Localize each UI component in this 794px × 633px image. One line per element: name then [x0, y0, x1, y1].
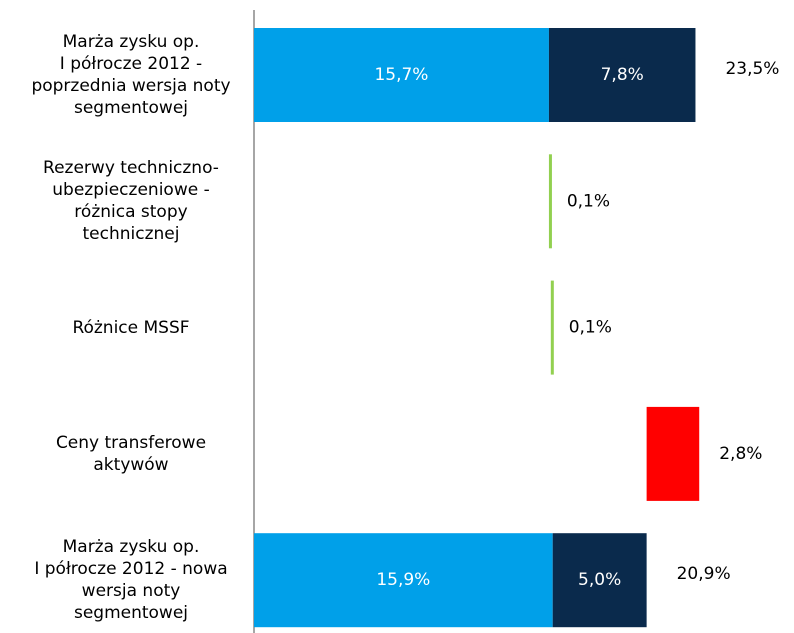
bar-segment — [254, 28, 549, 122]
category-label: Ceny transferowe aktywów — [55, 432, 207, 475]
bar-segment — [548, 154, 552, 249]
bar-segment — [550, 280, 554, 375]
value-label: 0,1% — [567, 191, 610, 211]
total-label: 20,9% — [677, 564, 731, 584]
category-label: Różnice MSSF — [72, 317, 190, 338]
bar-segment — [254, 533, 553, 628]
value-label: 5,0% — [578, 570, 621, 590]
total-label: 23,5% — [725, 59, 779, 79]
category-label: Marża zysku op. I półrocze 2012 - poprze… — [31, 32, 231, 118]
category-label: Rezerwy techniczno- ubezpieczeniowe - ró… — [43, 158, 219, 245]
bar-segment — [548, 28, 696, 122]
category-label: Marża zysku op. I półrocze 2012 - nowa w… — [34, 537, 228, 624]
bar-segment — [646, 406, 700, 501]
value-label: 2,8% — [719, 444, 762, 464]
value-label: 7,8% — [601, 65, 644, 85]
value-label: 15,9% — [376, 570, 430, 590]
value-label: 15,7% — [374, 65, 428, 85]
bar-segment — [552, 533, 647, 628]
value-label: 0,1% — [569, 318, 612, 338]
